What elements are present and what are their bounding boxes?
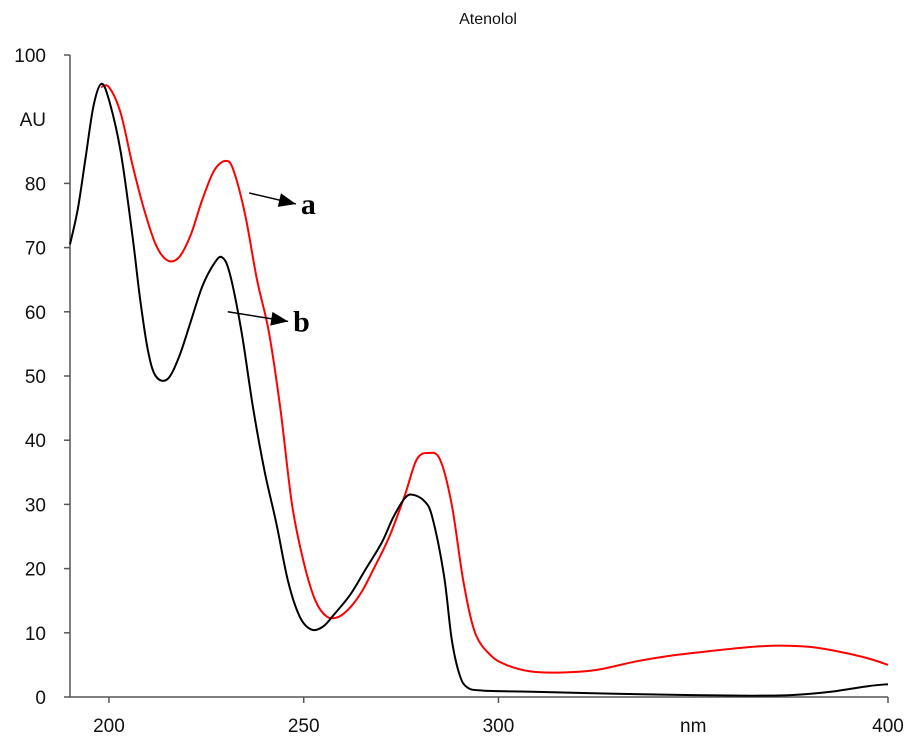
x-tick-label: 250 — [288, 716, 320, 737]
chart-title: Atenolol — [459, 11, 517, 28]
y-tick-label: 30 — [25, 495, 46, 516]
y-tick-label: 20 — [25, 560, 46, 581]
x-axis-label: nm — [680, 716, 706, 737]
series-layer — [69, 82, 889, 697]
y-tick-label: 100 — [14, 46, 46, 67]
y-tick-label: 60 — [25, 303, 46, 324]
annotation-arrowhead-b — [270, 311, 289, 326]
y-axis-label: AU — [20, 110, 46, 131]
annotation-layer: ab — [227, 188, 316, 338]
x-tick-label: 200 — [93, 716, 125, 737]
x-tick-label: 400 — [872, 716, 904, 737]
annotation-label-a: a — [301, 188, 316, 221]
y-axis: 0 10 20 30 40 50 60 70 80 100 AU — [14, 46, 71, 709]
x-axis: 200 250 300 400 nm — [70, 696, 904, 737]
annotation-label-b: b — [293, 305, 310, 338]
series-line-b — [69, 82, 889, 697]
y-tick-label: 80 — [25, 174, 46, 195]
y-tick-label: 70 — [25, 239, 46, 260]
x-tick-label: 300 — [483, 716, 515, 737]
y-tick-label: 10 — [25, 624, 46, 645]
annotation-arrowhead-a — [277, 193, 296, 207]
series-line-a — [100, 84, 889, 674]
y-tick-label: 0 — [35, 688, 46, 709]
y-tick-label: 50 — [25, 367, 46, 388]
y-tick-label: 40 — [25, 431, 46, 452]
